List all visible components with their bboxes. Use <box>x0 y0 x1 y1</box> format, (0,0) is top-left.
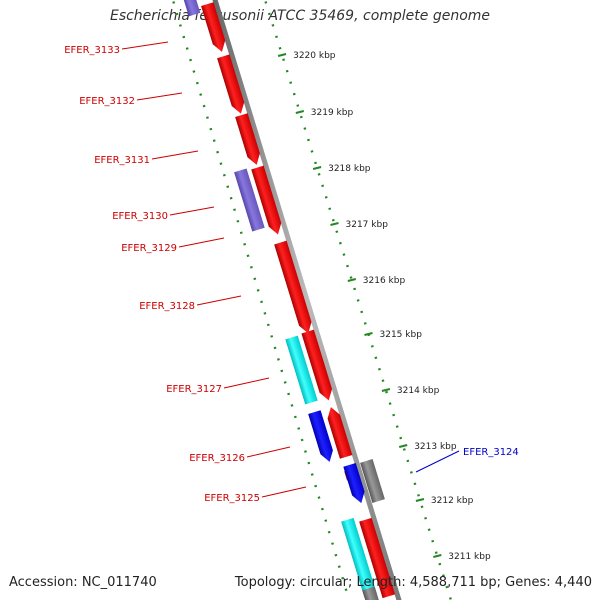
gene-leader-line <box>196 295 242 306</box>
tick-label: 3219 kbp <box>311 108 354 118</box>
gene-block-6[interactable] <box>234 168 265 232</box>
gene-leader-line <box>136 92 183 101</box>
gene-block-3[interactable] <box>217 54 247 115</box>
gene-leader-line <box>261 486 307 498</box>
gene-block-2[interactable] <box>182 0 201 17</box>
track-lines <box>171 0 453 600</box>
gene-blocks[interactable] <box>182 0 396 600</box>
gene-block-13[interactable] <box>343 462 367 505</box>
tick-label: 3217 kbp <box>346 220 389 230</box>
tick-mark <box>398 444 408 448</box>
tick-label: 3220 kbp <box>293 51 336 61</box>
genome-meta-text: Topology: circular; Length: 4,588,711 bp… <box>234 575 592 590</box>
gene-label-efer-3124[interactable]: EFER_3124 <box>463 447 519 458</box>
gene-block-16[interactable] <box>359 517 396 599</box>
gene-block-5[interactable] <box>251 165 284 237</box>
gene-label-efer-3132[interactable]: EFER_3132 <box>79 96 135 107</box>
gene-block-8[interactable] <box>285 335 318 405</box>
gene-block-7[interactable] <box>274 240 314 336</box>
gene-label-efer-3125[interactable]: EFER_3125 <box>204 493 260 504</box>
gene-block-1[interactable] <box>201 2 228 54</box>
tick-mark <box>295 110 305 114</box>
tick-mark <box>364 332 373 336</box>
gene-block-10[interactable] <box>308 410 336 464</box>
gene-block-9[interactable] <box>301 329 335 403</box>
tick-mark <box>277 53 287 57</box>
tick-label: 3214 kbp <box>397 386 440 396</box>
tick-label: 3212 kbp <box>431 496 474 506</box>
gene-labels[interactable]: EFER_3133 EFER_3132 EFER_3131 EFER_3130 EFER… <box>64 41 519 504</box>
tick-mark <box>312 166 322 170</box>
tick-mark <box>347 278 357 282</box>
gene-block-11[interactable] <box>325 405 353 459</box>
gene-block-14[interactable] <box>360 459 385 503</box>
gene-leader-line <box>223 377 270 389</box>
gene-block-15[interactable] <box>341 517 378 599</box>
gene-block-4[interactable] <box>235 113 263 167</box>
gene-label-efer-3129[interactable]: EFER_3129 <box>121 243 177 254</box>
tick-label: 3215 kbp <box>380 330 423 340</box>
gene-leader-line <box>151 150 199 160</box>
gene-label-efer-3131[interactable]: EFER_3131 <box>94 155 150 166</box>
tick-label: 3213 kbp <box>414 442 457 452</box>
tick-label: 3216 kbp <box>363 276 406 286</box>
gene-label-efer-3126[interactable]: EFER_3126 <box>189 453 245 464</box>
gene-leader-line <box>121 41 169 50</box>
genome-backbone <box>212 0 402 600</box>
kbp-ticks: 3220 kbp 3219 kbp 3218 kbp 3217 kbp 3216 kbp… <box>277 51 491 562</box>
accession-text: Accession: NC_011740 <box>9 575 157 590</box>
gene-leader-line <box>169 206 215 216</box>
gene-label-efer-3128[interactable]: EFER_3128 <box>139 301 195 312</box>
gene-leader-line <box>415 450 460 473</box>
gene-label-efer-3127[interactable]: EFER_3127 <box>166 384 222 395</box>
tick-label: 3211 kbp <box>448 552 491 562</box>
gene-block-17[interactable] <box>362 586 381 600</box>
gene-leader-line <box>178 237 225 248</box>
tick-mark <box>415 498 425 502</box>
gene-label-efer-3133[interactable]: EFER_3133 <box>64 45 120 56</box>
tick-label: 3218 kbp <box>328 164 371 174</box>
tick-mark <box>330 222 339 226</box>
gene-leader-line <box>246 446 291 458</box>
gene-label-efer-3130[interactable]: EFER_3130 <box>112 211 168 222</box>
tick-mark <box>381 388 391 392</box>
tick-mark <box>433 554 442 558</box>
